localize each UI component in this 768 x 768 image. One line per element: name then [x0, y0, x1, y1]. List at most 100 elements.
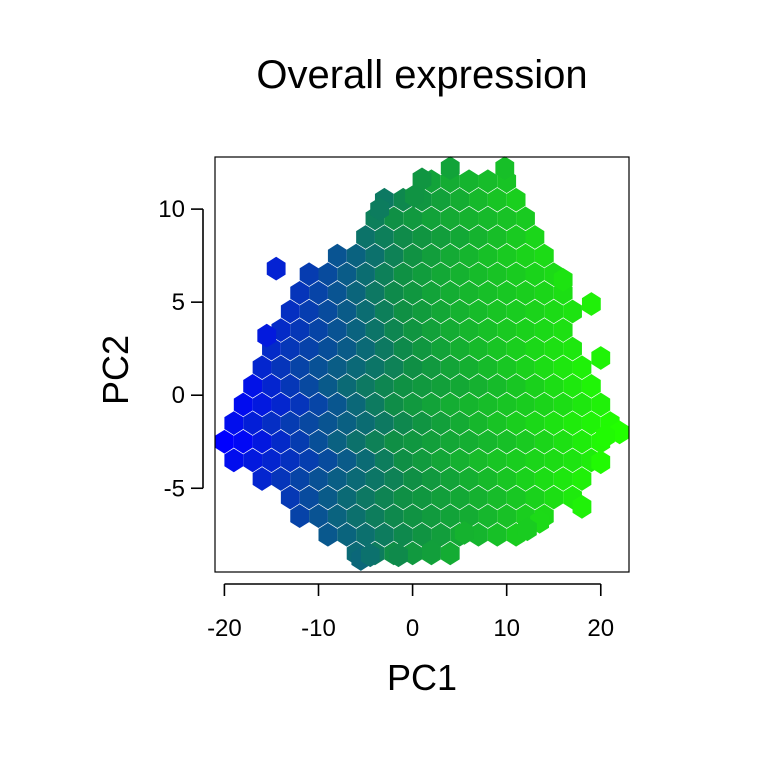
hex-cell: [337, 336, 357, 361]
hex-cell: [356, 448, 375, 473]
hex-cell: [365, 280, 385, 305]
hex-cell: [544, 374, 564, 398]
hex-cell: [478, 206, 498, 231]
hex-cell: [412, 374, 432, 398]
hex-cell: [403, 504, 422, 529]
hex-cell: [327, 467, 347, 491]
hex-cell: [252, 467, 272, 491]
hex-cell: [384, 280, 404, 305]
hex-cell: [525, 374, 545, 398]
hex-cell: [280, 336, 300, 361]
hex-cell: [271, 467, 291, 491]
hex-cell: [280, 448, 300, 473]
hex-cell-outlier: [591, 450, 611, 475]
hex-cell: [327, 392, 347, 417]
hex-cell: [280, 411, 300, 435]
hex-cell: [337, 448, 357, 473]
hex-cell: [478, 429, 498, 454]
hex-cell: [506, 225, 526, 249]
hex-cell: [422, 504, 441, 529]
hex-cell: [365, 355, 385, 380]
hex-cell: [384, 467, 404, 491]
hex-cell: [431, 411, 451, 435]
hex-cell: [365, 392, 385, 417]
hex-cell: [299, 411, 319, 435]
hex-cell: [337, 485, 357, 510]
hex-cell: [309, 318, 328, 342]
hex-cell: [450, 336, 470, 361]
hex-cell: [356, 262, 375, 287]
hex-cell: [553, 392, 573, 417]
hex-cell: [506, 262, 526, 287]
hex-cell: [459, 318, 479, 342]
hex-cell: [318, 299, 338, 324]
hex-cell: [393, 299, 413, 324]
hex-cell: [412, 262, 432, 287]
hex-cell: [290, 280, 310, 305]
hex-cell: [534, 467, 554, 491]
hex-cell: [469, 262, 488, 287]
hex-cell: [487, 299, 507, 324]
y-tick-label: 0: [172, 382, 185, 409]
hex-cell: [365, 318, 385, 342]
hex-cell: [440, 467, 460, 491]
hex-cell: [506, 411, 526, 435]
hex-cell-outlier: [572, 494, 592, 519]
hex-cell: [497, 280, 517, 305]
hex-cell: [356, 485, 375, 510]
hex-cell-outlier: [422, 539, 441, 564]
hex-cell: [271, 355, 291, 380]
hex-cell: [393, 411, 413, 435]
hex-cell: [337, 374, 357, 398]
hex-cell: [309, 504, 328, 529]
hex-cell: [271, 429, 291, 454]
hex-cell: [309, 280, 328, 305]
hex-cell: [459, 280, 479, 305]
hex-cell: [469, 336, 488, 361]
hex-cell: [403, 243, 422, 268]
hex-cell: [525, 336, 545, 361]
hex-cell: [327, 504, 347, 529]
hex-cell: [393, 448, 413, 473]
hex-cell: [487, 336, 507, 361]
hex-cell: [563, 336, 582, 361]
hex-cell: [412, 225, 432, 249]
hex-cell: [469, 299, 488, 324]
hex-cell: [534, 243, 554, 268]
hex-cell: [497, 206, 517, 231]
hex-cell: [403, 355, 422, 380]
hex-cell: [356, 411, 375, 435]
hex-cell: [280, 374, 300, 398]
hex-cell: [318, 448, 338, 473]
hex-cell: [440, 392, 460, 417]
hex-cell: [563, 299, 582, 324]
hex-cell: [572, 355, 592, 380]
hex-cell: [469, 374, 488, 398]
hex-cell: [262, 374, 281, 398]
hex-cell: [516, 355, 535, 380]
hex-cell: [478, 243, 498, 268]
hex-cell: [478, 169, 498, 194]
hex-cell: [374, 262, 394, 287]
hex-cell: [393, 336, 413, 361]
hex-cell: [431, 336, 451, 361]
hex-cell: [318, 411, 338, 435]
hex-cell-outlier: [440, 156, 460, 181]
hex-cell: [374, 225, 394, 249]
hex-cell: [431, 187, 451, 212]
hex-cell: [403, 280, 422, 305]
hex-cell: [450, 187, 470, 212]
hex-cell: [374, 374, 394, 398]
hex-cell: [356, 522, 375, 547]
hex-cell: [440, 243, 460, 268]
hex-cell: [356, 299, 375, 324]
hex-cell: [497, 504, 517, 529]
hex-cell: [346, 467, 366, 491]
hex-cell: [525, 225, 545, 249]
hex-cell: [309, 429, 328, 454]
hex-cell: [487, 187, 507, 212]
hex-cell: [440, 541, 460, 566]
hex-cell: [412, 485, 432, 510]
hex-cell-outlier: [591, 346, 611, 370]
hex-cell: [318, 485, 338, 510]
